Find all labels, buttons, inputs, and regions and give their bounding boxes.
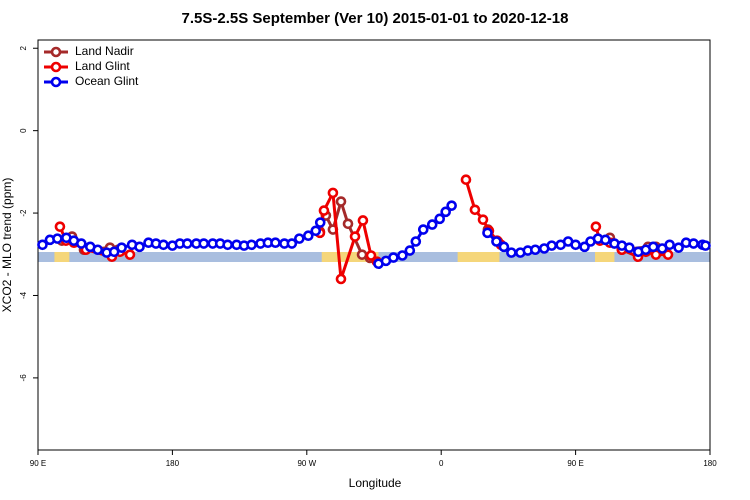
chart-title: 7.5S-2.5S September (Ver 10) 2015-01-01 …: [182, 10, 569, 27]
data-point: [600, 234, 611, 246]
data-point: [647, 241, 659, 253]
data-point: [349, 231, 361, 242]
data-point: [182, 238, 193, 249]
data-point: [124, 249, 136, 260]
data-point: [314, 217, 326, 228]
data-point: [116, 242, 127, 253]
data-point: [700, 240, 711, 251]
data-point: [246, 239, 257, 251]
data-point: [546, 240, 558, 251]
data-point: [688, 238, 699, 249]
data-point: [357, 215, 369, 226]
data-point: [37, 239, 48, 251]
data-point: [460, 174, 472, 185]
x-tick-label: 180: [703, 459, 717, 468]
land-band: [54, 252, 70, 262]
x-tick-label: 180: [166, 459, 180, 468]
data-point: [54, 221, 66, 232]
data-point: [294, 233, 305, 244]
legend-marker: [50, 46, 62, 58]
legend-marker: [50, 61, 62, 73]
data-point: [482, 227, 493, 239]
data-point: [469, 204, 481, 216]
data-point: [335, 273, 347, 285]
data-point: [662, 249, 674, 260]
data-point: [590, 221, 602, 232]
data-point: [410, 236, 422, 247]
data-point: [498, 241, 510, 253]
data-point: [108, 246, 120, 258]
data-point: [302, 230, 314, 242]
data-point: [664, 239, 675, 251]
x-tick-label: 90 W: [297, 459, 316, 468]
data-point: [529, 244, 541, 256]
data-point: [365, 250, 377, 261]
data-point: [335, 196, 347, 207]
data-point: [286, 238, 298, 249]
y-tick-label: -4: [19, 291, 28, 299]
data-point: [52, 233, 63, 244]
data-point: [318, 205, 330, 216]
land-band: [457, 252, 500, 262]
data-point: [342, 218, 354, 230]
legend-marker: [50, 76, 62, 88]
x-tick-label: 90 E: [567, 459, 583, 468]
data-point: [388, 252, 399, 263]
data-point: [327, 187, 339, 199]
y-tick-label: -2: [19, 209, 28, 217]
legend-label: Land Glint: [75, 59, 130, 73]
y-axis-label: XCO2 - MLO trend (ppm): [0, 178, 14, 313]
data-point: [397, 250, 408, 261]
data-point: [310, 225, 322, 237]
data-point: [92, 244, 104, 256]
data-point: [76, 238, 87, 249]
data-point: [404, 245, 416, 256]
data-point: [477, 214, 489, 225]
data-point: [673, 242, 684, 253]
data-point: [426, 219, 438, 230]
land-band: [321, 252, 379, 262]
legend-label: Land Nadir: [75, 44, 134, 58]
x-tick-label: 90 E: [30, 459, 46, 468]
data-point: [624, 242, 635, 253]
data-point: [198, 238, 210, 249]
y-tick-label: 2: [19, 45, 28, 50]
data-point: [417, 224, 429, 235]
data-point: [134, 241, 145, 253]
data-point: [570, 239, 581, 251]
land-band: [595, 252, 615, 262]
data-point: [491, 236, 502, 247]
y-tick-label: 0: [19, 128, 28, 133]
x-axis-label: Longitude: [349, 476, 402, 490]
data-point: [440, 206, 451, 218]
data-point: [446, 200, 457, 211]
data-point: [506, 247, 517, 258]
legend-label: Ocean Glint: [75, 74, 139, 88]
y-tick-label: -6: [19, 374, 28, 382]
data-point: [270, 237, 281, 249]
data-point: [158, 239, 169, 251]
data-point: [434, 213, 446, 225]
series-line: [58, 179, 669, 281]
x-tick-label: 0: [439, 459, 444, 468]
data-point: [222, 239, 233, 251]
